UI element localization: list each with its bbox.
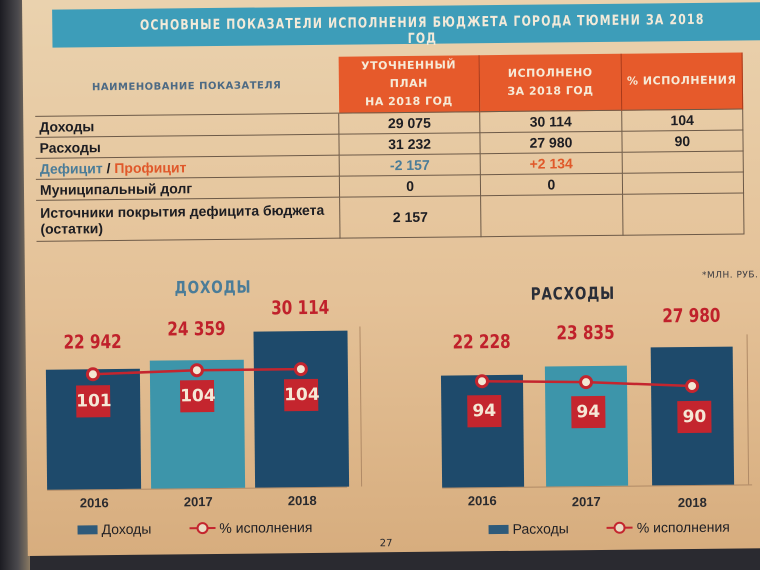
value-label: 24 359: [167, 317, 226, 341]
x-label: 2017: [183, 494, 213, 510]
pct-marker: [189, 363, 204, 378]
units-note: *МЛН. РУБ.: [701, 270, 759, 281]
pct-marker: [85, 367, 100, 382]
value-label: 27 980: [662, 304, 721, 328]
header-indicator: НАИМЕНОВАНИЕ ПОКАЗАТЕЛЯ: [34, 56, 339, 117]
revenue-chart-title: ДОХОДЫ: [174, 277, 252, 299]
header-pct: % ИСПОЛНЕНИЯ: [620, 52, 743, 111]
page-title: ОСНОВНЫЕ ПОКАЗАТЕЛИ ИСПОЛНЕНИЯ БЮДЖЕТА Г…: [139, 11, 705, 47]
line-legend-icon: [607, 522, 633, 534]
header-done: ИСПОЛНЕНО ЗА 2018 ГОД: [479, 53, 622, 112]
x-label: 2016: [79, 495, 109, 511]
line-legend-icon: [189, 522, 215, 534]
title-banner: ОСНОВНЫЕ ПОКАЗАТЕЛИ ИСПОЛНЕНИЯ БЮДЖЕТА Г…: [52, 1, 760, 48]
bar-legend-swatch: [488, 524, 509, 534]
table-header-row: НАИМЕНОВАНИЕ ПОКАЗАТЕЛЯ УТОЧНЕННЫЙ ПЛАН …: [34, 52, 743, 117]
x-label: 2017: [571, 493, 601, 510]
x-label: 2018: [287, 492, 317, 509]
report-page: ОСНОВНЫЕ ПОКАЗАТЕЛИ ИСПОЛНЕНИЯ БЮДЖЕТА Г…: [22, 0, 760, 556]
value-label: 22 942: [63, 330, 122, 354]
right-axis: [359, 326, 363, 487]
pct-badge: 101: [76, 385, 112, 418]
value-label: 30 114: [271, 296, 330, 320]
pct-badge: 94: [571, 395, 606, 429]
value-label: 23 835: [556, 321, 615, 345]
pct-badge: 94: [467, 395, 502, 428]
expenses-legend: Расходы % исполнения: [488, 519, 730, 538]
header-plan: УТОЧНЕННЫЙ ПЛАН НА 2018 ГОД: [338, 55, 480, 114]
value-label: 22 228: [452, 330, 511, 354]
expenses-chart-title: РАСХОДЫ: [530, 283, 616, 305]
page-number: 27: [379, 538, 393, 550]
budget-table: НАИМЕНОВАНИЕ ПОКАЗАТЕЛЯ УТОЧНЕННЫЙ ПЛАН …: [34, 52, 745, 242]
expenses-chart: *МЛН. РУБ. РАСХОДЫ 94 94 90 22 228 23 83…: [420, 262, 760, 546]
bar-legend-swatch: [77, 524, 98, 534]
revenue-chart: ДОХОДЫ 101 104 104 22 942 24 359 30 114 …: [25, 266, 388, 550]
expenses-plot-area: 94 94 90 22 228 23 835 27 980: [440, 305, 753, 489]
deficit-label: Дефицит: [39, 160, 103, 177]
revenue-legend: Доходы % исполнения: [77, 519, 312, 537]
revenue-plot-area: 101 104 104 22 942 24 359 30 114: [45, 297, 363, 491]
pct-badge: 104: [179, 380, 216, 413]
table-row: Источники покрытия дефицита бюджета (ост…: [36, 192, 744, 242]
pct-marker: [578, 375, 594, 390]
pct-badge: 104: [283, 378, 320, 412]
pct-marker: [685, 378, 700, 394]
x-label: 2016: [467, 493, 497, 509]
pct-badge: 90: [677, 400, 712, 434]
pct-marker: [293, 362, 308, 377]
pct-marker: [474, 374, 490, 389]
x-label: 2018: [677, 494, 707, 511]
surplus-label: Профицит: [114, 159, 187, 177]
